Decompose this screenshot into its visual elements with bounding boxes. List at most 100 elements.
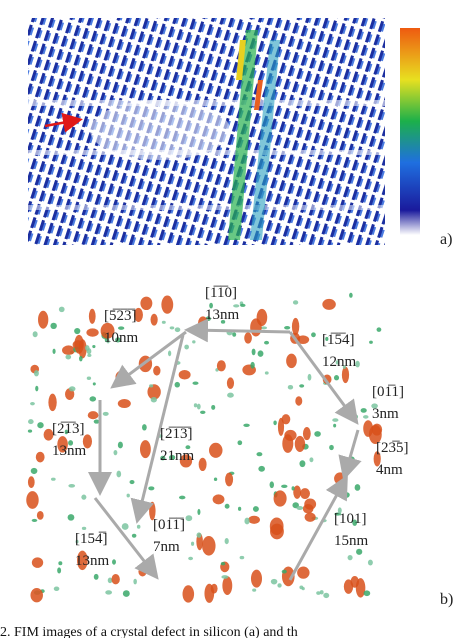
direction-label: [1̅1̅0] xyxy=(205,285,237,301)
blob xyxy=(122,590,130,597)
blob xyxy=(291,317,300,336)
blob xyxy=(92,382,96,386)
length-label: 15nm xyxy=(334,533,369,549)
blob xyxy=(302,427,311,441)
blob xyxy=(31,557,44,568)
blob xyxy=(87,411,99,420)
blob xyxy=(211,404,216,410)
blob xyxy=(221,575,229,579)
blob xyxy=(174,381,180,388)
blob xyxy=(295,396,303,406)
blob xyxy=(198,457,207,472)
blob xyxy=(363,415,369,419)
blob xyxy=(57,567,62,574)
blob xyxy=(138,566,147,577)
panel-label: b) xyxy=(440,591,453,608)
blob xyxy=(337,507,342,514)
blob xyxy=(133,578,137,585)
blob xyxy=(232,332,237,337)
blob xyxy=(190,541,195,546)
blob xyxy=(26,491,39,509)
blob xyxy=(284,326,291,330)
blob xyxy=(376,327,382,332)
panel-label: a) xyxy=(440,231,452,248)
blob xyxy=(220,320,226,324)
blob xyxy=(168,454,176,460)
blob xyxy=(216,360,226,372)
blob xyxy=(31,518,38,522)
blob xyxy=(161,320,166,324)
blob xyxy=(319,590,324,595)
blob xyxy=(32,331,38,338)
direction-label: [5̅2̅3̅] xyxy=(104,308,137,324)
blob xyxy=(74,334,84,354)
length-label: 7nm xyxy=(153,539,180,555)
blob xyxy=(300,488,310,499)
blob xyxy=(30,467,38,475)
direction-label: [2̅1̅3] xyxy=(52,421,85,437)
blob xyxy=(139,440,151,459)
blob xyxy=(35,451,45,463)
blob xyxy=(292,300,299,305)
blob xyxy=(244,332,252,344)
blob xyxy=(192,381,199,385)
blob xyxy=(129,480,135,485)
blob xyxy=(367,559,373,566)
direction-label: [2̅1̅3̅] xyxy=(160,426,193,442)
blob xyxy=(116,470,122,478)
blob xyxy=(100,322,115,339)
blob xyxy=(92,344,96,349)
blob xyxy=(250,318,262,337)
blob xyxy=(355,360,360,368)
direction-label: [23̅5] xyxy=(376,440,409,456)
blob xyxy=(82,434,93,449)
blob xyxy=(202,536,216,556)
blob xyxy=(304,498,317,510)
blob xyxy=(37,422,44,429)
blob xyxy=(149,384,154,388)
direction-label: [01̅1] xyxy=(372,384,404,400)
blob xyxy=(75,539,79,544)
blob xyxy=(88,308,96,324)
blob xyxy=(30,401,35,406)
blob xyxy=(57,436,68,453)
blob xyxy=(174,327,181,333)
blob xyxy=(64,429,68,435)
length-label: 13nm xyxy=(52,443,87,459)
blob xyxy=(343,579,354,594)
blob xyxy=(360,408,367,413)
blob xyxy=(79,355,83,362)
blob xyxy=(89,396,97,402)
blob xyxy=(178,369,191,380)
blob xyxy=(113,449,118,456)
blob xyxy=(264,340,270,345)
blob xyxy=(240,303,246,307)
blob xyxy=(35,385,39,392)
blob xyxy=(167,350,172,357)
blob xyxy=(117,441,123,449)
blob xyxy=(257,350,264,357)
blob xyxy=(299,384,305,388)
blob xyxy=(50,322,57,330)
blob xyxy=(287,384,294,390)
caption: 2. FIM images of a crystal defect in sil… xyxy=(0,625,298,638)
blob xyxy=(48,393,57,412)
blob xyxy=(333,375,340,381)
blob xyxy=(86,376,92,380)
blob xyxy=(233,304,240,308)
blob xyxy=(74,327,81,335)
blob xyxy=(304,512,316,522)
blob xyxy=(314,431,321,437)
blob xyxy=(273,490,287,507)
blob xyxy=(250,361,255,369)
blob xyxy=(136,524,141,529)
blob xyxy=(53,586,60,592)
length-label: 4nm xyxy=(376,462,403,478)
blob xyxy=(244,517,250,525)
path-arrows xyxy=(88,318,362,581)
blob xyxy=(112,559,116,565)
blob xyxy=(251,348,256,356)
blob xyxy=(58,561,63,566)
blob xyxy=(325,336,329,342)
